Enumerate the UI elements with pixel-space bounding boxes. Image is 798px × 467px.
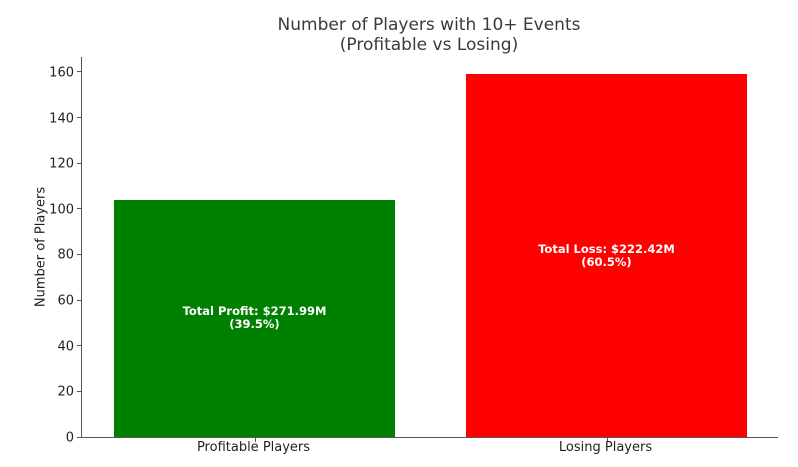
- y-tick: [77, 162, 82, 164]
- bar-annotation: Total Loss: $222.42M (60.5%): [466, 241, 747, 269]
- y-tick-label: 120: [49, 156, 74, 172]
- y-tick: [77, 345, 82, 347]
- chart-title-line-1: Number of Players with 10+ Events: [277, 15, 581, 35]
- y-tick: [77, 71, 82, 73]
- y-tick: [77, 208, 82, 210]
- chart-title: Number of Players with 10+ Events (Profi…: [80, 15, 778, 55]
- annotation-line-1: Total Loss: $222.42M: [538, 241, 675, 256]
- y-tick-label: 20: [57, 384, 74, 400]
- bar-annotation: Total Profit: $271.99M (39.5%): [114, 305, 395, 331]
- y-tick-label: 40: [57, 339, 74, 355]
- annotation-line-1: Total Profit: $271.99M: [182, 304, 327, 319]
- plot-area: 0 20 40 60 80 100 120 140 160 Total Profit: $271.…: [49, 57, 778, 446]
- chart-title-line-2: (Profitable vs Losing): [339, 35, 519, 55]
- x-tick-label: Losing Players: [558, 440, 653, 455]
- y-tick-label: 80: [57, 247, 74, 263]
- y-tick-label: 160: [49, 65, 74, 81]
- y-tick-label: 60: [57, 293, 74, 309]
- annotation-line-2: (60.5%): [581, 254, 632, 269]
- y-tick: [77, 299, 82, 301]
- annotation-line-2: (39.5%): [229, 317, 280, 332]
- y-tick-label: 0: [65, 430, 74, 446]
- bar-losing-players: Total Loss: $222.42M (60.5%): [466, 74, 747, 437]
- y-tick: [77, 254, 82, 255]
- x-tick: [254, 437, 256, 442]
- y-tick-label: 100: [49, 202, 74, 218]
- x-tick-label: Profitable Players: [196, 440, 311, 455]
- y-tick: [77, 390, 82, 392]
- bar-profitable-players: Total Profit: $271.99M (39.5%): [114, 199, 395, 437]
- y-tick: [77, 117, 82, 119]
- y-tick-label: 140: [49, 111, 74, 127]
- x-tick: [606, 437, 608, 442]
- y-tick: [77, 436, 82, 438]
